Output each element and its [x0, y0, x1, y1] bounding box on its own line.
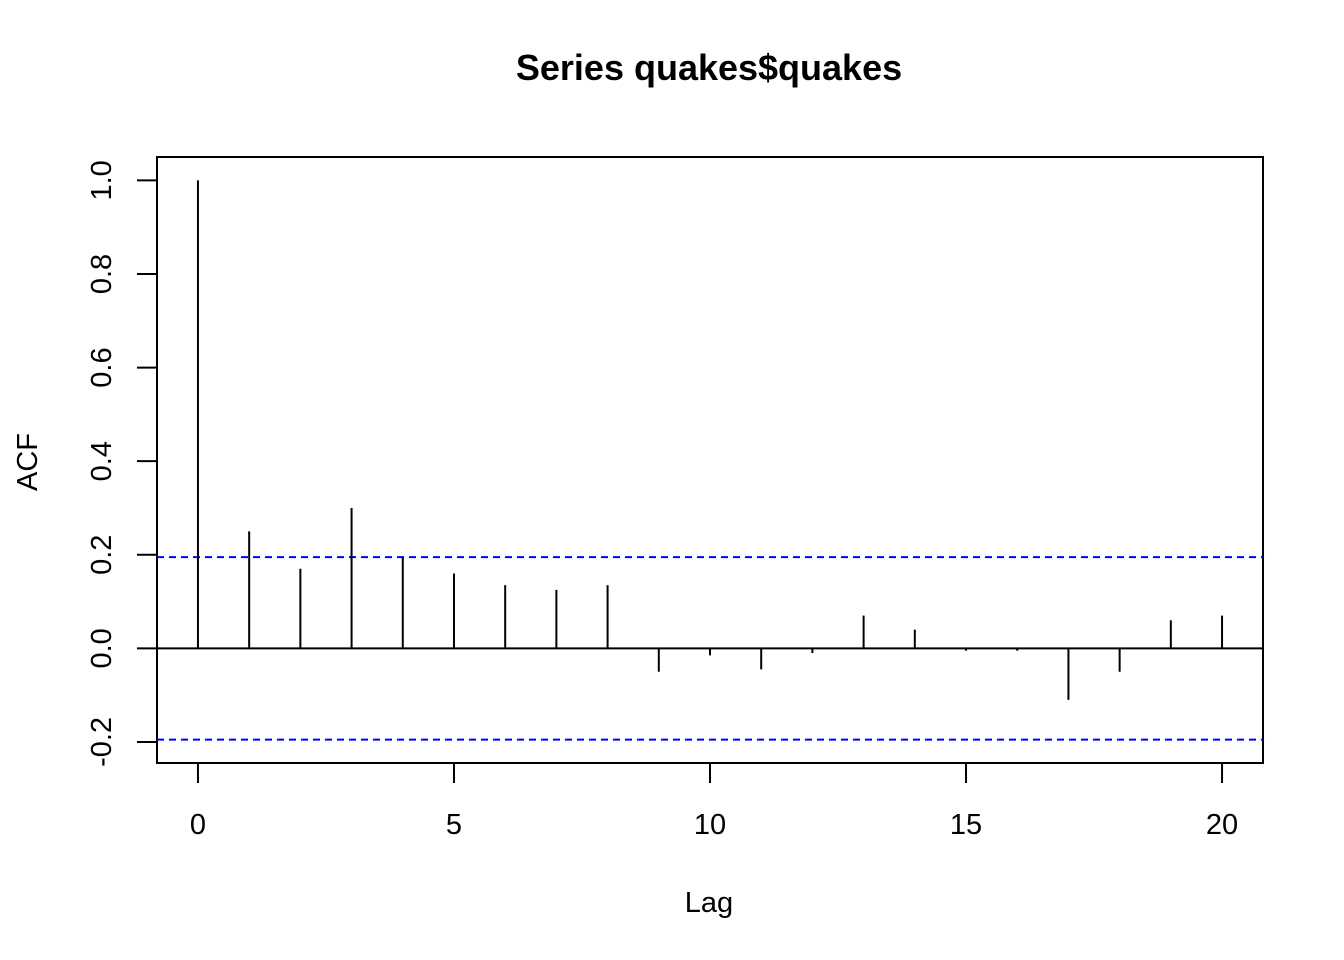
y-tick-label-1: 0.0	[86, 628, 118, 668]
chart-title: Series quakes$quakes	[516, 47, 902, 88]
x-axis-label: Lag	[685, 887, 733, 919]
y-tick-label-4: 0.6	[86, 347, 118, 387]
y-tick-label-5: 0.8	[86, 254, 118, 294]
x-tick-label-15: 15	[950, 809, 982, 841]
x-tick-label-20: 20	[1206, 809, 1238, 841]
y-tick-label-2: 0.2	[86, 535, 118, 575]
y-axis-label: ACF	[12, 433, 44, 491]
y-tick-label-3: 0.4	[86, 441, 118, 481]
plot-frame	[156, 156, 1264, 764]
x-tick-label-5: 5	[446, 809, 462, 841]
x-tick-label-0: 0	[190, 809, 206, 841]
x-tick-label-10: 10	[694, 809, 726, 841]
y-tick-label-6: 1.0	[86, 160, 118, 200]
y-tick-label-0: -0.2	[86, 717, 118, 767]
